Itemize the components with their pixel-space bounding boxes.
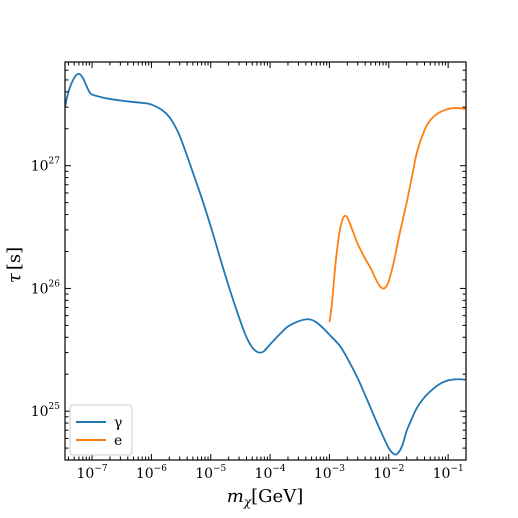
x-tick-label: 10−4 (255, 464, 286, 482)
series-line-gamma (65, 72, 466, 456)
legend-label-e: e (114, 433, 122, 449)
y-tick-label: 1026 (31, 279, 61, 297)
series-layer (65, 72, 466, 456)
y-axis-label: τ[s] (4, 247, 25, 283)
y-tick-label: 1027 (31, 157, 61, 175)
x-tick-label: 10−1 (433, 464, 464, 482)
ticks-layer: 10−7 10−6 10−5 10−4 10−3 10−2 10−1 1025 1026 1027 (31, 61, 467, 482)
x-tick-label: 10−2 (373, 464, 404, 482)
x-tick-label: 10−5 (195, 464, 226, 482)
x-tick-label: 10−7 (77, 464, 108, 482)
plot-frame (64, 61, 467, 461)
series-line-e (328, 107, 466, 323)
x-axis-label: mχ[GeV] (227, 486, 303, 509)
legend: γ e (69, 404, 133, 456)
legend-label-gamma: γ (114, 415, 122, 431)
x-tick-label: 10−3 (314, 464, 345, 482)
y-tick-label: 1025 (31, 402, 61, 420)
x-tick-label: 10−6 (136, 464, 167, 482)
legend-box (69, 404, 133, 456)
